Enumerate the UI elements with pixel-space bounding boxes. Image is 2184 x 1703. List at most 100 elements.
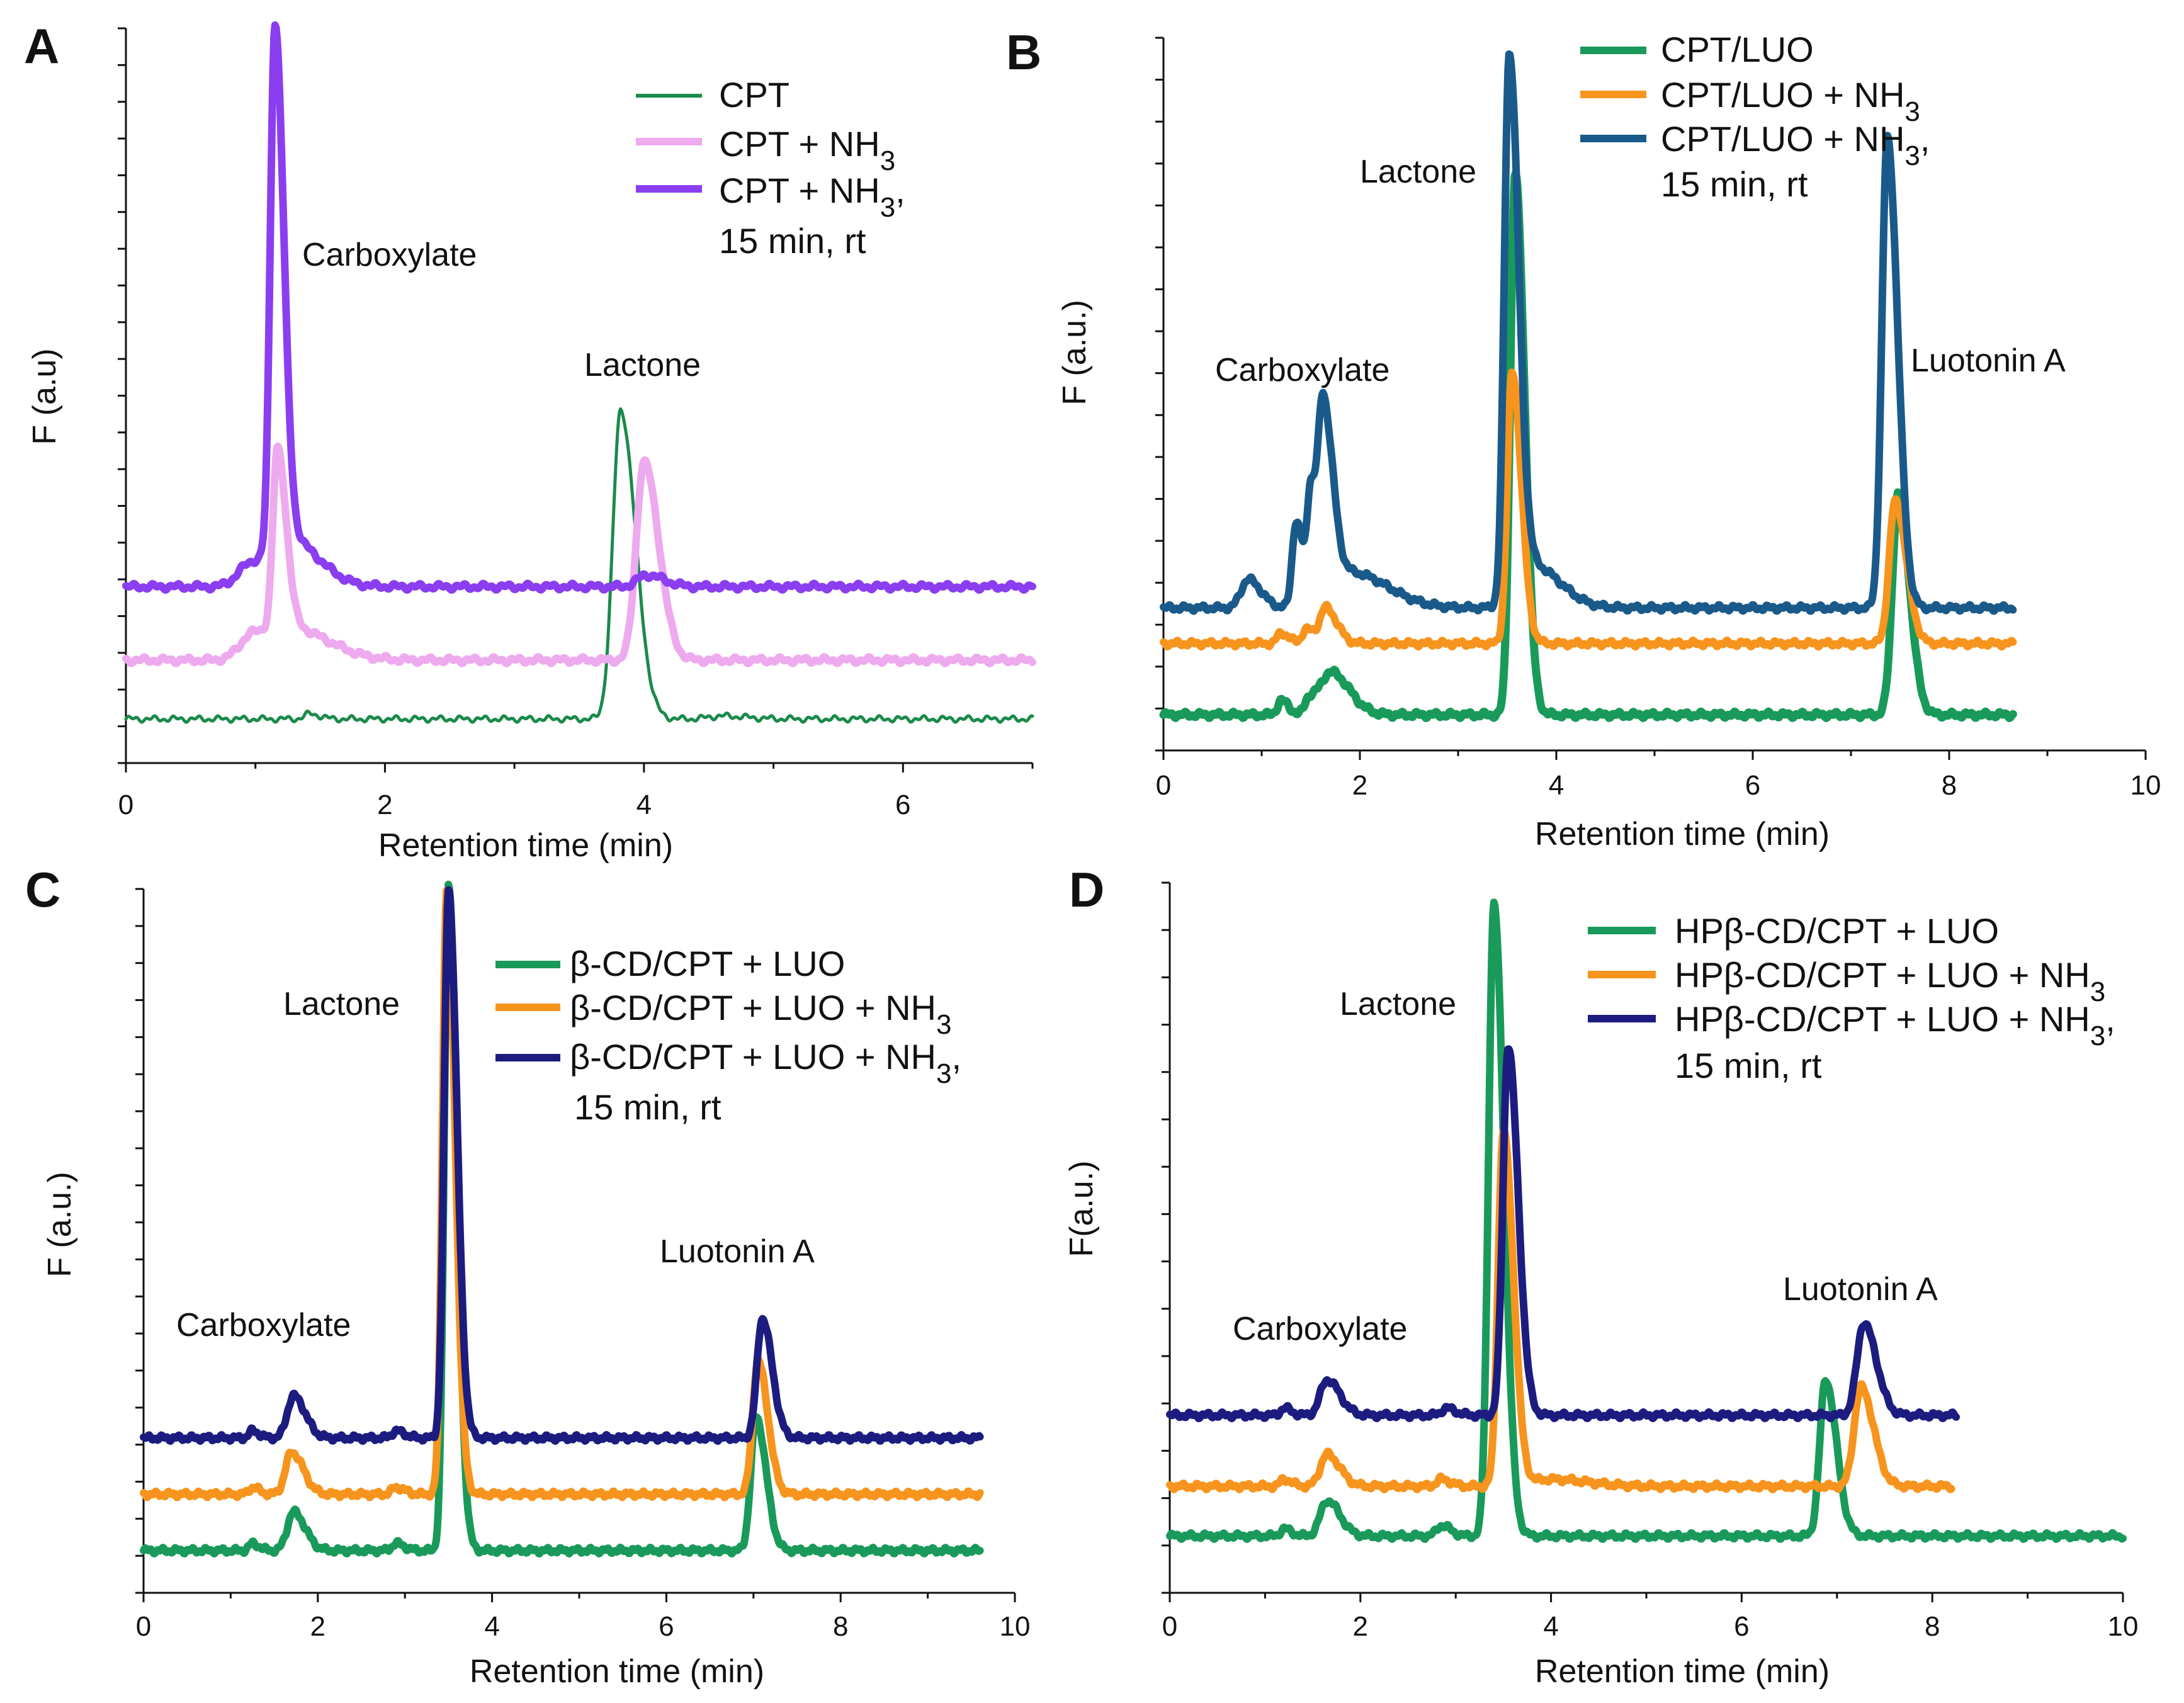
panel-c-traces bbox=[140, 880, 984, 1558]
panel-a-legend: CPT CPT + NH3 CPT + NH3, 15 min, rt bbox=[636, 75, 905, 261]
panel-d-legend-label-3-comma: , bbox=[2105, 999, 2115, 1039]
panel-c-luotonin-label: Luotonin A bbox=[660, 1233, 815, 1270]
panel-c-y-axis-title: F (a.u.) bbox=[42, 1172, 78, 1277]
panel-d-legend-label-2-sub: 3 bbox=[2090, 976, 2105, 1007]
panel-b-lactone-label: Lactone bbox=[1360, 154, 1476, 190]
panel-b-legend-label-3: CPT/LUO + NH bbox=[1661, 119, 1904, 159]
panel-c-series-1 bbox=[140, 880, 984, 1558]
panel-d-legend-label-3-sub: 3 bbox=[2090, 1021, 2105, 1051]
panel-a-lactone-label: Lactone bbox=[584, 347, 701, 383]
panel-d-carboxylate-label: Carboxylate bbox=[1233, 1311, 1407, 1347]
panel-c-legend-label-3-cond: 15 min, rt bbox=[574, 1087, 721, 1127]
panel-a-x-axis-title: Retention time (min) bbox=[378, 827, 673, 864]
x-tick-label: 8 bbox=[833, 1611, 848, 1642]
x-tick-label: 8 bbox=[1942, 770, 1957, 801]
panel-b-legend-label-3-comma: , bbox=[1920, 119, 1930, 159]
panel-b-legend-label-2-sub: 3 bbox=[1904, 96, 1920, 127]
panel-d-x-axis-title: Retention time (min) bbox=[1535, 1653, 1830, 1690]
x-tick-label: 2 bbox=[1352, 770, 1367, 801]
panel-b-legend-label-1: CPT/LUO bbox=[1661, 30, 1814, 69]
x-tick-label: 10 bbox=[2130, 770, 2161, 801]
panel-b-series-2 bbox=[1160, 368, 2017, 651]
panel-b-axes: 0 2 4 6 8 10 bbox=[1155, 37, 2161, 801]
svg-text:β-CD/CPT + LUO + NH3,: β-CD/CPT + LUO + NH3, bbox=[570, 1037, 961, 1089]
panel-b: B 0 2 4 6 8 10 Retention time (min) F (a.u.) … bbox=[1006, 25, 2161, 852]
panel-b-carboxylate-label: Carboxylate bbox=[1215, 352, 1389, 388]
x-tick-label: 4 bbox=[1543, 1611, 1558, 1642]
panel-d-axes: 0 2 4 6 8 10 bbox=[1162, 881, 2139, 1642]
x-tick-label: 0 bbox=[1162, 1611, 1177, 1642]
x-tick-label: 6 bbox=[1745, 770, 1760, 801]
x-tick-label: 0 bbox=[118, 789, 133, 820]
panel-d-legend: HPβ-CD/CPT + LUO HPβ-CD/CPT + LUO + NH3 … bbox=[1588, 911, 2115, 1085]
x-tick-label: 6 bbox=[1734, 1611, 1749, 1642]
panel-c-lactone-label: Lactone bbox=[283, 986, 400, 1022]
panel-d: D 0 2 4 6 8 10 Retention time (min) F(a.u.) C… bbox=[1063, 862, 2138, 1690]
panel-c-legend-label-3-sub: 3 bbox=[936, 1058, 951, 1089]
x-tick-label: 2 bbox=[1353, 1611, 1368, 1642]
x-tick-label: 10 bbox=[1000, 1611, 1031, 1642]
panel-a-traces bbox=[122, 21, 1036, 724]
panel-c-legend-label-2: β-CD/CPT + LUO + NH bbox=[570, 988, 936, 1027]
panel-d-y-axis-title: F(a.u.) bbox=[1063, 1160, 1100, 1257]
panel-a-legend-label-3-sub: 3 bbox=[880, 192, 895, 223]
panel-a-series-3 bbox=[122, 21, 1036, 594]
panel-b-y-axis-title: F (a.u.) bbox=[1056, 300, 1093, 405]
svg-text:CPT/LUO + NH3: CPT/LUO + NH3 bbox=[1661, 75, 1920, 127]
panel-c-series-3 bbox=[140, 886, 984, 1445]
panel-b-luotonin-label: Luotonin A bbox=[1911, 342, 2066, 379]
panel-c-legend-label-3-comma: , bbox=[951, 1037, 961, 1077]
x-tick-label: 4 bbox=[484, 1611, 499, 1642]
panel-a-legend-label-2-sub: 3 bbox=[880, 145, 895, 176]
x-tick-label: 6 bbox=[659, 1611, 674, 1642]
x-tick-label: 10 bbox=[2108, 1611, 2139, 1642]
panel-d-legend-label-3-cond: 15 min, rt bbox=[1675, 1046, 1822, 1085]
panel-b-series-3 bbox=[1160, 50, 2017, 615]
x-tick-label: 4 bbox=[1549, 770, 1564, 801]
panel-b-traces bbox=[1159, 50, 2017, 722]
panel-c-legend-label-1: β-CD/CPT + LUO bbox=[570, 944, 845, 983]
svg-text:CPT/LUO + NH3,: CPT/LUO + NH3, bbox=[1661, 119, 1930, 171]
panel-a-legend-label-2: CPT + NH bbox=[719, 124, 880, 164]
panel-a-legend-label-3-comma: , bbox=[895, 171, 905, 210]
panel-d-letter: D bbox=[1069, 862, 1104, 917]
x-tick-label: 6 bbox=[895, 789, 910, 820]
svg-text:HPβ-CD/CPT + LUO + NH3,: HPβ-CD/CPT + LUO + NH3, bbox=[1675, 999, 2115, 1051]
panel-a: A 0 2 4 6 Retention time (min) F (a.u) Carb… bbox=[24, 18, 1036, 864]
x-tick-label: 8 bbox=[1925, 1611, 1940, 1642]
panel-b-legend: CPT/LUO CPT/LUO + NH3 CPT/LUO + NH3, 15 … bbox=[1580, 30, 1930, 204]
svg-text:HPβ-CD/CPT + LUO + NH3: HPβ-CD/CPT + LUO + NH3 bbox=[1675, 955, 2105, 1007]
panel-b-legend-label-3-cond: 15 min, rt bbox=[1661, 164, 1808, 204]
panel-a-legend-label-3-cond: 15 min, rt bbox=[719, 221, 866, 261]
panel-c-legend-label-3: β-CD/CPT + LUO + NH bbox=[570, 1037, 936, 1077]
panel-b-letter: B bbox=[1006, 25, 1041, 80]
panel-c-legend: β-CD/CPT + LUO β-CD/CPT + LUO + NH3 β-CD… bbox=[495, 944, 961, 1127]
panel-c-axes: 0 2 4 6 8 10 bbox=[135, 888, 1031, 1642]
panel-b-x-axis-title: Retention time (min) bbox=[1535, 816, 1830, 852]
svg-text:CPT + NH3,: CPT + NH3, bbox=[719, 171, 905, 223]
panel-b-legend-label-2: CPT/LUO + NH bbox=[1661, 75, 1904, 115]
x-tick-label: 4 bbox=[637, 789, 652, 820]
svg-text:CPT + NH3: CPT + NH3 bbox=[719, 124, 895, 176]
panel-d-traces bbox=[1166, 898, 2127, 1543]
panel-c-letter: C bbox=[25, 862, 60, 917]
x-tick-label: 0 bbox=[1156, 770, 1171, 801]
panel-c-legend-label-2-sub: 3 bbox=[936, 1009, 951, 1040]
panel-a-legend-label-3: CPT + NH bbox=[719, 171, 880, 210]
panel-d-series-1 bbox=[1166, 898, 2127, 1543]
panel-c: C 0 2 4 6 8 10 Retention time (min) F (a.u.) … bbox=[25, 862, 1030, 1690]
x-tick-label: 2 bbox=[377, 789, 392, 820]
panel-d-series-3 bbox=[1166, 1045, 1961, 1422]
panel-a-carboxylate-label: Carboxylate bbox=[302, 237, 477, 273]
x-tick-label: 2 bbox=[310, 1611, 325, 1642]
panel-c-series-2 bbox=[140, 886, 984, 1502]
panel-a-y-axis-title: F (a.u) bbox=[26, 348, 63, 444]
panel-d-legend-label-1: HPβ-CD/CPT + LUO bbox=[1675, 911, 1999, 951]
panel-a-letter: A bbox=[24, 18, 59, 74]
panel-b-legend-label-3-sub: 3 bbox=[1904, 140, 1920, 171]
panel-d-legend-label-2: HPβ-CD/CPT + LUO + NH bbox=[1675, 955, 2090, 995]
x-tick-label: 0 bbox=[136, 1611, 151, 1642]
panel-b-series-1 bbox=[1159, 169, 2017, 722]
panel-a-series-1 bbox=[124, 407, 1034, 724]
